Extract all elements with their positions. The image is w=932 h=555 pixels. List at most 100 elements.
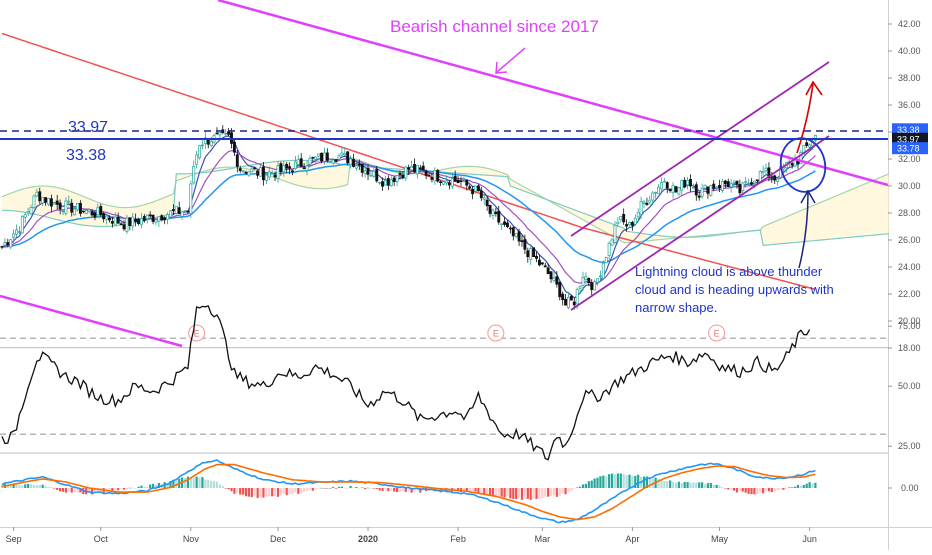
- macd-histogram-bar: [76, 488, 79, 493]
- candle-body: [288, 166, 292, 169]
- macd-histogram-bar: [166, 482, 169, 488]
- macd-histogram-bar: [738, 488, 741, 491]
- candle-body: [482, 197, 486, 200]
- candle-body: [584, 276, 588, 280]
- macd-histogram-bar: [465, 488, 468, 492]
- candle-body: [366, 168, 370, 175]
- macd-histogram-bar: [767, 488, 771, 492]
- signal-line: [1, 463, 816, 521]
- macd-histogram-bar: [471, 488, 474, 491]
- macd-histogram-bar: [308, 488, 312, 490]
- macd-histogram-bar: [285, 488, 288, 496]
- macd-histogram-bar: [613, 474, 617, 488]
- earnings-marker-label: E: [194, 329, 200, 339]
- rsi-line: [1, 305, 811, 461]
- candle-body: [227, 131, 231, 135]
- macd-histogram-bar: [407, 488, 410, 491]
- candle-body: [697, 195, 701, 198]
- macd-histogram-bar: [372, 488, 375, 489]
- candle-body: [712, 183, 716, 189]
- candle-body: [456, 179, 460, 184]
- candle-body: [418, 167, 422, 169]
- candle-body: [479, 190, 483, 199]
- candle-body: [44, 197, 48, 203]
- time-tick-label: 2020: [358, 534, 378, 544]
- macd-histogram-bar: [393, 488, 396, 492]
- price-axis-bg: [889, 0, 932, 527]
- red-up-arrowhead: [805, 80, 823, 96]
- price-tick-label: 38.00: [898, 73, 921, 83]
- time-tick-label: Nov: [183, 534, 200, 544]
- candle-body: [758, 171, 762, 183]
- candle-body: [433, 170, 437, 182]
- macd-histogram-bar: [401, 488, 404, 492]
- price-tick-label: 22.00: [898, 289, 921, 299]
- macd-histogram-bar: [462, 488, 465, 491]
- macd-histogram-bar: [410, 488, 413, 493]
- candle-body: [633, 217, 637, 225]
- macd-histogram-bar: [811, 483, 814, 488]
- candle-body: [116, 216, 120, 224]
- macd-histogram-bar: [59, 488, 62, 492]
- candle-body: [38, 191, 42, 202]
- candle-body: [459, 180, 463, 182]
- candle-body: [331, 159, 335, 164]
- macd-histogram-bar: [698, 482, 701, 488]
- candle-body: [720, 181, 724, 191]
- macd-histogram-bar: [506, 488, 509, 497]
- time-axis[interactable]: Sep Oct Nov Dec 2020 Feb Mar Apr May Jun: [6, 527, 817, 544]
- candle-body: [381, 181, 385, 187]
- candle-body: [395, 175, 399, 182]
- candle-body: [747, 183, 751, 185]
- candle-body: [476, 185, 480, 192]
- candle-body: [145, 214, 149, 220]
- channel-label-arrow: [496, 47, 526, 73]
- macd-pane[interactable]: [0, 459, 817, 524]
- macd-histogram-bar: [32, 484, 36, 488]
- candle-body: [619, 216, 623, 220]
- macd-histogram-bar: [212, 481, 216, 488]
- level-low-label: 33.38: [66, 147, 106, 164]
- candle-body: [741, 182, 745, 192]
- candle-body: [200, 144, 204, 147]
- macd-histogram-bar: [364, 488, 367, 490]
- candle-body: [691, 186, 695, 189]
- candle-body: [625, 224, 629, 227]
- macd-histogram-bar: [128, 487, 131, 489]
- macd-histogram-bar: [663, 480, 666, 488]
- candle-body: [203, 137, 207, 144]
- macd-histogram-bar: [9, 484, 12, 488]
- price-axis[interactable]: 42.0040.0038.0036.0034.0032.0030.0028.00…: [888, 0, 932, 527]
- macd-histogram-bar: [323, 488, 326, 489]
- rsi-tick-label: 50.00: [898, 381, 921, 391]
- candle-body: [430, 177, 434, 180]
- macd-histogram-bar: [21, 485, 24, 488]
- candle-body: [555, 276, 559, 285]
- macd-histogram-bar: [273, 488, 277, 496]
- macd-histogram-bar: [210, 480, 213, 488]
- rsi-pane[interactable]: [1, 305, 811, 461]
- macd-histogram-bar: [239, 488, 242, 495]
- highlight-ellipse: [779, 137, 827, 193]
- macd-histogram-bar: [117, 488, 120, 491]
- candle-body: [694, 184, 698, 196]
- macd-histogram-bar: [584, 483, 588, 488]
- macd-histogram-bar: [796, 484, 800, 488]
- candle-body: [735, 180, 739, 185]
- macd-histogram-bar: [500, 488, 503, 497]
- candle-body: [273, 174, 277, 178]
- candle-body: [206, 138, 210, 145]
- candle-body: [73, 208, 77, 216]
- macd-histogram-bar: [79, 488, 82, 493]
- macd-histogram-bar: [625, 475, 628, 488]
- candle-body: [491, 209, 495, 216]
- price-tick-label: 18.00: [898, 343, 921, 353]
- candle-body: [523, 239, 527, 250]
- candle-body: [421, 165, 425, 171]
- candle-body: [392, 177, 396, 182]
- macd-histogram-bar: [486, 488, 489, 494]
- candle-body: [160, 215, 164, 221]
